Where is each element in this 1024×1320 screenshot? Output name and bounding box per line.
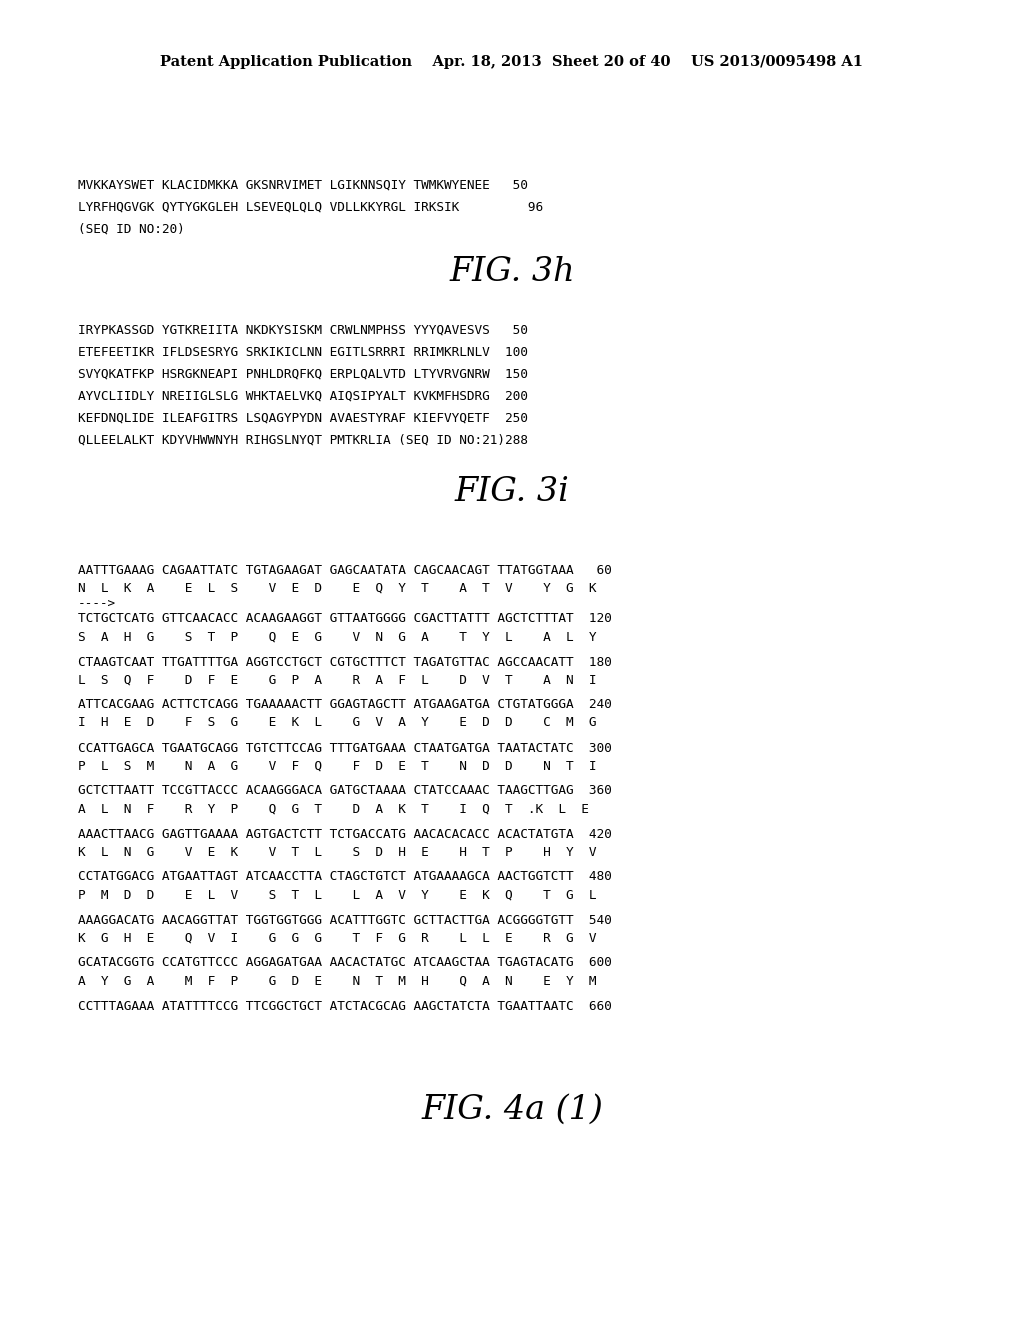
Text: P  L  S  M    N  A  G    V  F  Q    F  D  E  T    N  D  D    N  T  I: P L S M N A G V F Q F D E T N D D N T I [78, 759, 597, 772]
Text: AAACTTAACG GAGTTGAAAA AGTGACTCTT TCTGACCATG AACACACACC ACACTATGTA  420: AAACTTAACG GAGTTGAAAA AGTGACTCTT TCTGACC… [78, 828, 611, 841]
Text: GCTCTTAATT TCCGTTACCC ACAAGGGACA GATGCTAAAA CTATCCAAAC TAAGCTTGAG  360: GCTCTTAATT TCCGTTACCC ACAAGGGACA GATGCTA… [78, 784, 611, 797]
Text: QLLEELALKT KDYVHWWNYH RIHGSLNYQT PMTKRLIA (SEQ ID NO:21)288: QLLEELALKT KDYVHWWNYH RIHGSLNYQT PMTKRLI… [78, 433, 528, 446]
Text: CTAAGTCAAT TTGATTTTGA AGGTCCTGCT CGTGCTTTCT TAGATGTTAC AGCCAACATT  180: CTAAGTCAAT TTGATTTTGA AGGTCCTGCT CGTGCTT… [78, 656, 611, 668]
Text: CCATTGAGCA TGAATGCAGG TGTCTTCCAG TTTGATGAAA CTAATGATGA TAATACTATC  300: CCATTGAGCA TGAATGCAGG TGTCTTCCAG TTTGATG… [78, 742, 611, 755]
Text: L  S  Q  F    D  F  E    G  P  A    R  A  F  L    D  V  T    A  N  I: L S Q F D F E G P A R A F L D V T A N I [78, 673, 597, 686]
Text: (SEQ ID NO:20): (SEQ ID NO:20) [78, 223, 184, 235]
Text: K  L  N  G    V  E  K    V  T  L    S  D  H  E    H  T  P    H  Y  V: K L N G V E K V T L S D H E H T P H Y V [78, 846, 597, 858]
Text: SVYQKATFKP HSRGKNEAPI PNHLDRQFKQ ERPLQALVTD LTYVRVGNRW  150: SVYQKATFKP HSRGKNEAPI PNHLDRQFKQ ERPLQAL… [78, 367, 528, 380]
Text: LYRFHQGVGK QYTYGKGLEH LSEVEQLQLQ VDLLKKYRGL IRKSIK         96: LYRFHQGVGK QYTYGKGLEH LSEVEQLQLQ VDLLKKY… [78, 201, 543, 214]
Text: CCTTTAGAAA ATATTTTCCG TTCGGCTGCT ATCTACGCAG AAGCTATCTA TGAATTAATC  660: CCTTTAGAAA ATATTTTCCG TTCGGCTGCT ATCTACG… [78, 999, 611, 1012]
Text: AATTTGAAAG CAGAATTATC TGTAGAAGAT GAGCAATATA CAGCAACAGT TTATGGTAAA   60: AATTTGAAAG CAGAATTATC TGTAGAAGAT GAGCAAT… [78, 564, 611, 577]
Text: FIG. 3i: FIG. 3i [455, 477, 569, 508]
Text: FIG. 3h: FIG. 3h [450, 256, 574, 288]
Text: TCTGCTCATG GTTCAACACC ACAAGAAGGT GTTAATGGGG CGACTTATTT AGCTCTTTAT  120: TCTGCTCATG GTTCAACACC ACAAGAAGGT GTTAATG… [78, 612, 611, 626]
Text: ETEFEETIKR IFLDSESRYG SRKIKICLNN EGITLSRRRI RRIMKRLNLV  100: ETEFEETIKR IFLDSESRYG SRKIKICLNN EGITLSR… [78, 346, 528, 359]
Text: A  Y  G  A    M  F  P    G  D  E    N  T  M  H    Q  A  N    E  Y  M: A Y G A M F P G D E N T M H Q A N E Y M [78, 974, 597, 987]
Text: ATTCACGAAG ACTTCTCAGG TGAAAAACTT GGAGTAGCTT ATGAAGATGA CTGTATGGGA  240: ATTCACGAAG ACTTCTCAGG TGAAAAACTT GGAGTAG… [78, 698, 611, 711]
Text: K  G  H  E    Q  V  I    G  G  G    T  F  G  R    L  L  E    R  G  V: K G H E Q V I G G G T F G R L L E R G V [78, 932, 597, 945]
Text: MVKKAYSWET KLACIDMKKA GKSNRVIMET LGIKNNSQIY TWMKWYENEE   50: MVKKAYSWET KLACIDMKKA GKSNRVIMET LGIKNNS… [78, 178, 528, 191]
Text: Patent Application Publication    Apr. 18, 2013  Sheet 20 of 40    US 2013/00954: Patent Application Publication Apr. 18, … [161, 55, 863, 69]
Text: I  H  E  D    F  S  G    E  K  L    G  V  A  Y    E  D  D    C  M  G: I H E D F S G E K L G V A Y E D D C M G [78, 717, 597, 730]
Text: IRYPKASSGD YGTKREIITA NKDKYSISKM CRWLNMPHSS YYYQAVESVS   50: IRYPKASSGD YGTKREIITA NKDKYSISKM CRWLNMP… [78, 323, 528, 337]
Text: AAAGGACATG AACAGGTTAT TGGTGGTGGG ACATTTGGTC GCTTACTTGA ACGGGGTGTT  540: AAAGGACATG AACAGGTTAT TGGTGGTGGG ACATTTG… [78, 913, 611, 927]
Text: CCTATGGACG ATGAATTAGT ATCAACCTTA CTAGCTGTCT ATGAAAAGCA AACTGGTCTT  480: CCTATGGACG ATGAATTAGT ATCAACCTTA CTAGCTG… [78, 870, 611, 883]
Text: A  L  N  F    R  Y  P    Q  G  T    D  A  K  T    I  Q  T  .K  L  E: A L N F R Y P Q G T D A K T I Q T .K L E [78, 803, 589, 816]
Text: GCATACGGTG CCATGTTCCC AGGAGATGAA AACACTATGC ATCAAGCTAA TGAGTACATG  600: GCATACGGTG CCATGTTCCC AGGAGATGAA AACACTA… [78, 957, 611, 969]
Text: ---->: ----> [78, 598, 116, 610]
Text: N  L  K  A    E  L  S    V  E  D    E  Q  Y  T    A  T  V    Y  G  K: N L K A E L S V E D E Q Y T A T V Y G K [78, 582, 597, 594]
Text: S  A  H  G    S  T  P    Q  E  G    V  N  G  A    T  Y  L    A  L  Y: S A H G S T P Q E G V N G A T Y L A L Y [78, 631, 597, 644]
Text: FIG. 4a (1): FIG. 4a (1) [421, 1094, 603, 1126]
Text: P  M  D  D    E  L  V    S  T  L    L  A  V  Y    E  K  Q    T  G  L: P M D D E L V S T L L A V Y E K Q T G L [78, 888, 597, 902]
Text: AYVCLIIDLY NREIIGLSLG WHKTAELVKQ AIQSIPYALT KVKMFHSDRG  200: AYVCLIIDLY NREIIGLSLG WHKTAELVKQ AIQSIPY… [78, 389, 528, 403]
Text: KEFDNQLIDE ILEAFGITRS LSQAGYPYDN AVAESTYRAF KIEFVYQETF  250: KEFDNQLIDE ILEAFGITRS LSQAGYPYDN AVAESTY… [78, 412, 528, 425]
